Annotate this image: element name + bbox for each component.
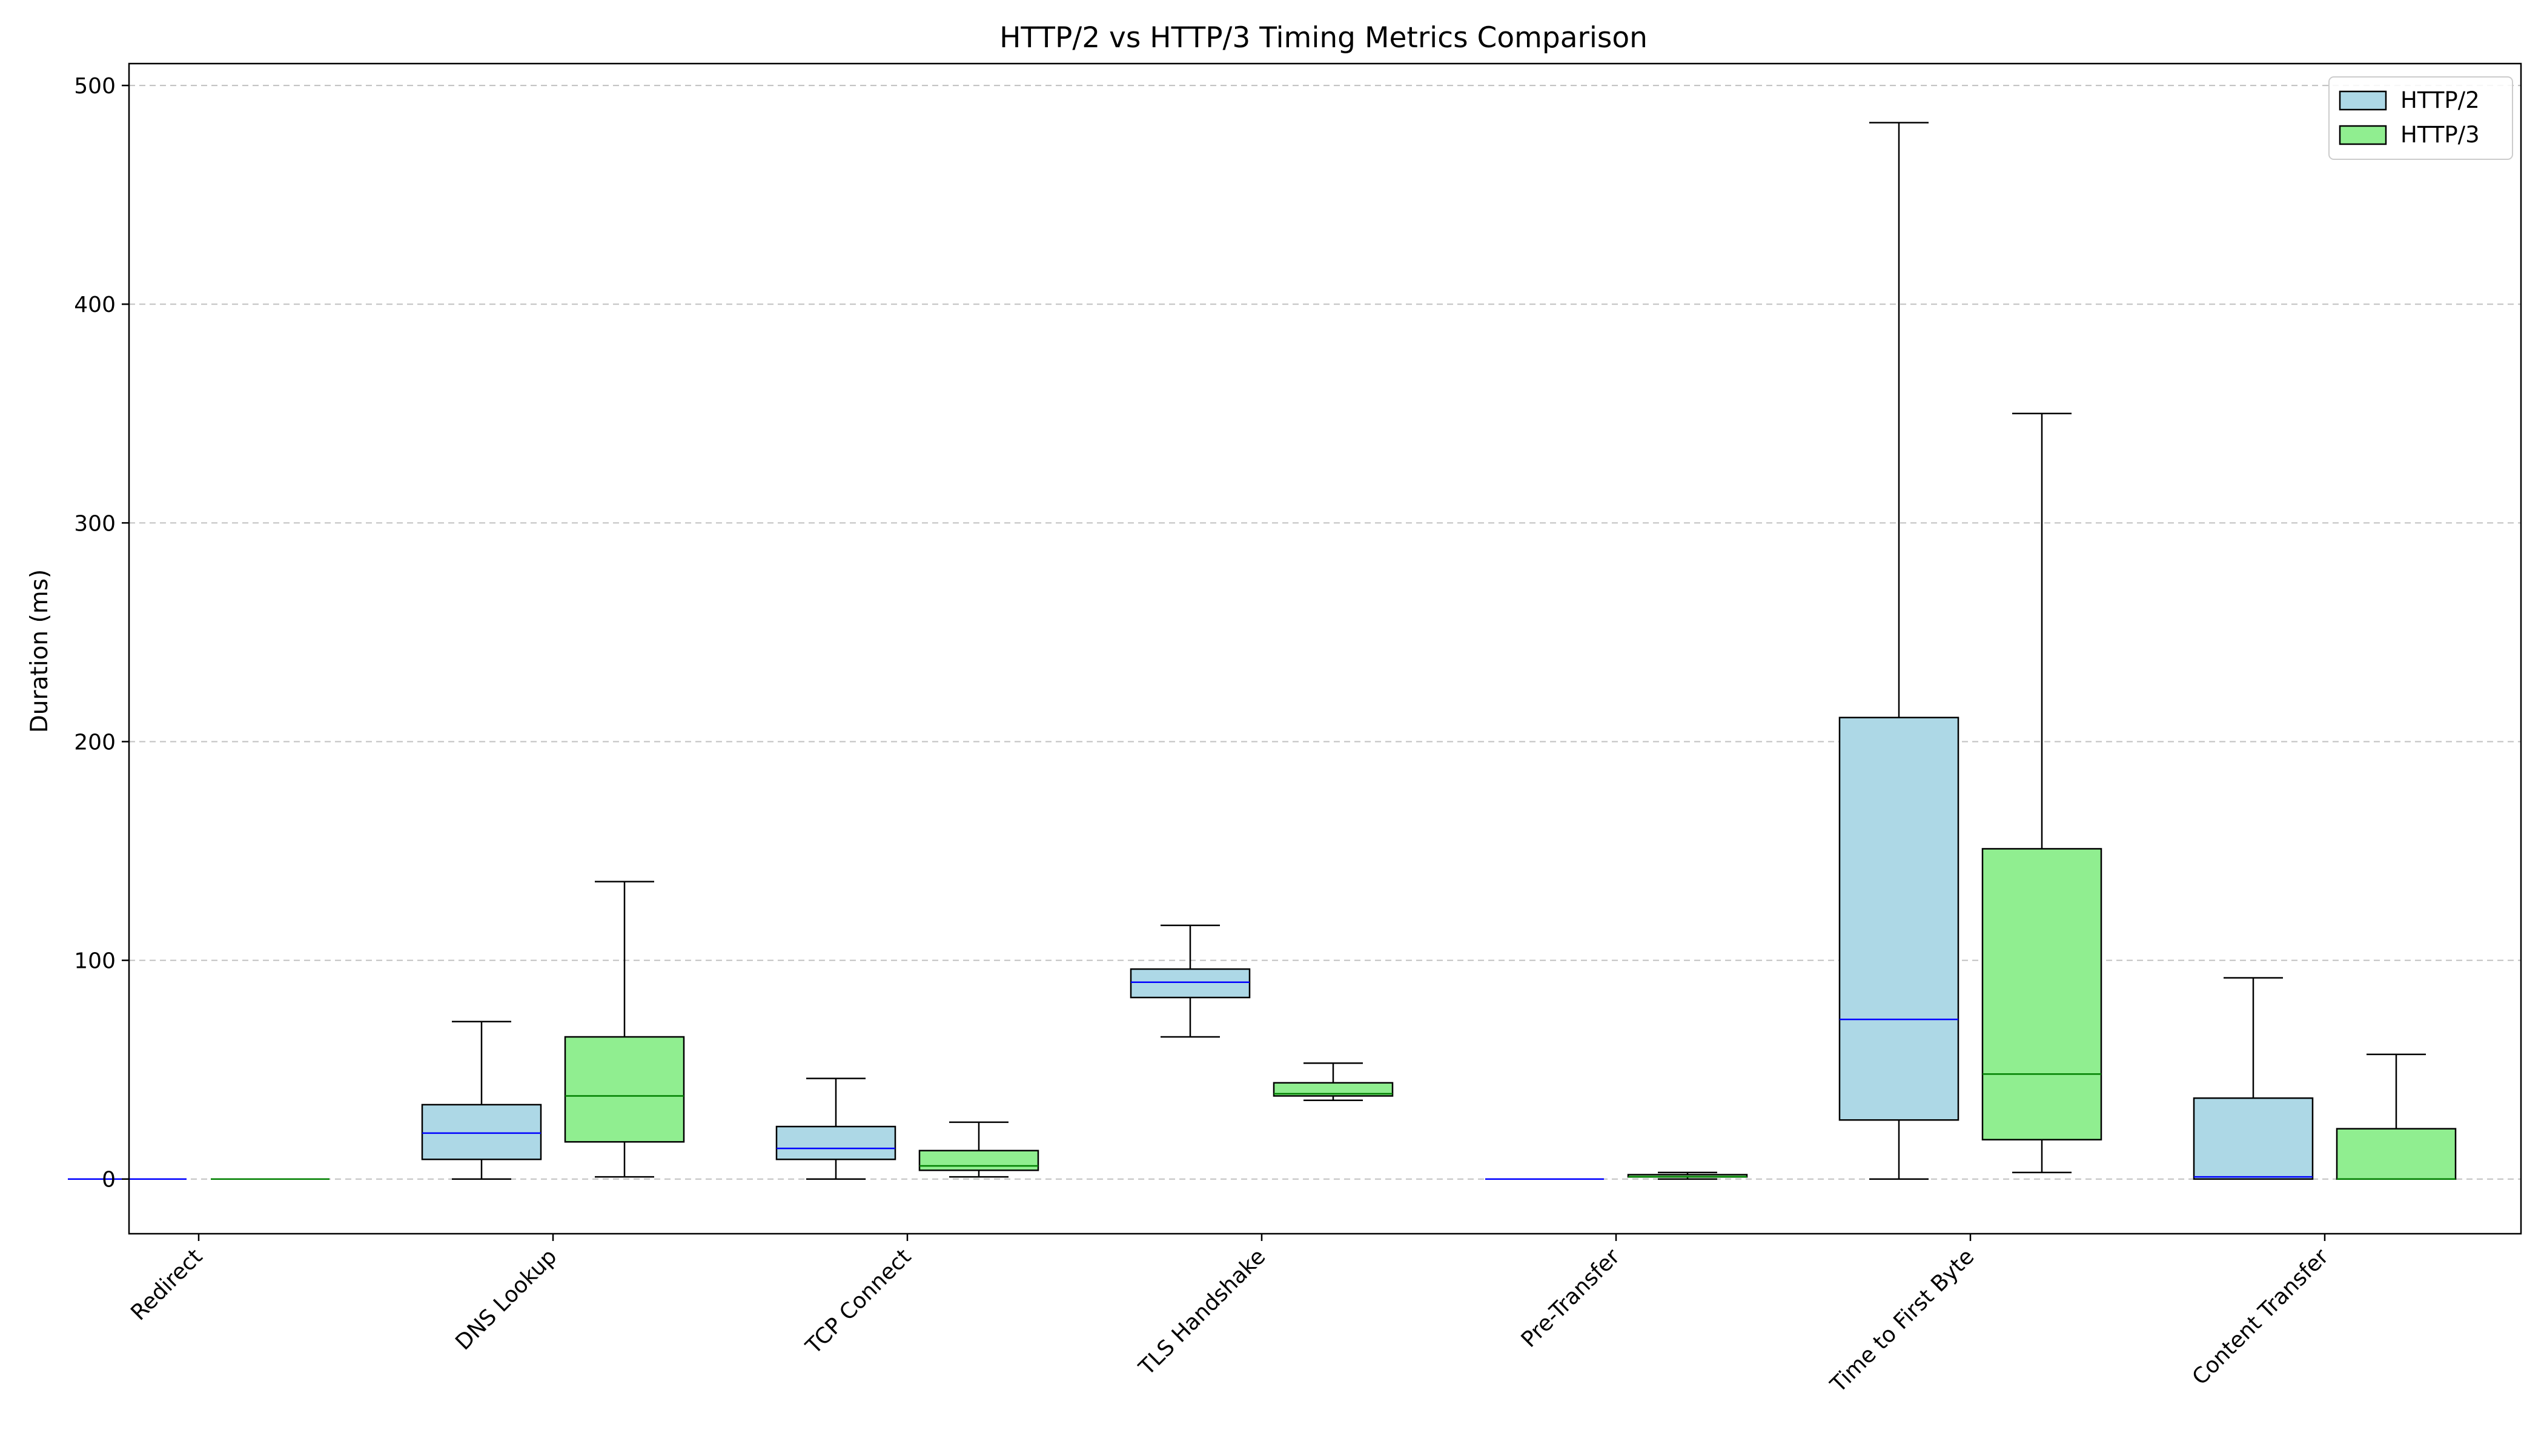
plot-frame [128, 62, 2522, 1235]
box-1-6 [2336, 1053, 2457, 1180]
box-1-5 [1981, 412, 2102, 1174]
box-0-1 [421, 1021, 542, 1180]
y-tick-label: 300 [74, 511, 116, 536]
legend: HTTP/2 HTTP/3 [2328, 76, 2513, 160]
legend-swatch [2339, 90, 2387, 111]
box-body [421, 1104, 542, 1160]
box-1-3 [1273, 1062, 1394, 1101]
grid-layer [129, 85, 2521, 1180]
y-tick-label: 400 [74, 293, 116, 317]
y-tick-label: 0 [102, 1168, 116, 1193]
box-body [564, 1036, 685, 1143]
box-body [1838, 716, 1959, 1121]
box-body [2193, 1097, 2314, 1180]
legend-label: HTTP/3 [2400, 122, 2480, 148]
box-body [1273, 1082, 1394, 1097]
y-tick-label: 100 [74, 949, 116, 974]
box-0-6 [2193, 977, 2314, 1180]
box-0-3 [1130, 924, 1251, 1038]
box-body [918, 1150, 1039, 1171]
box-1-2 [918, 1121, 1039, 1178]
box-body [775, 1125, 896, 1160]
legend-label: HTTP/2 [2400, 87, 2480, 113]
box-body [2336, 1128, 2457, 1180]
legend-swatch [2339, 125, 2387, 145]
chart-title: HTTP/2 vs HTTP/3 Timing Metrics Comparis… [999, 21, 1648, 55]
box-0-2 [775, 1077, 896, 1180]
y-axis-label: Duration (ms) [26, 569, 53, 733]
box-1-4 [1627, 1171, 1748, 1180]
box-body [1130, 968, 1251, 999]
box-layer [68, 122, 2457, 1180]
box-1-1 [564, 881, 685, 1178]
box-0-5 [1838, 122, 1959, 1180]
box-body [1981, 848, 2102, 1140]
y-tick-label: 200 [74, 730, 116, 755]
y-tick-label: 500 [74, 74, 116, 99]
